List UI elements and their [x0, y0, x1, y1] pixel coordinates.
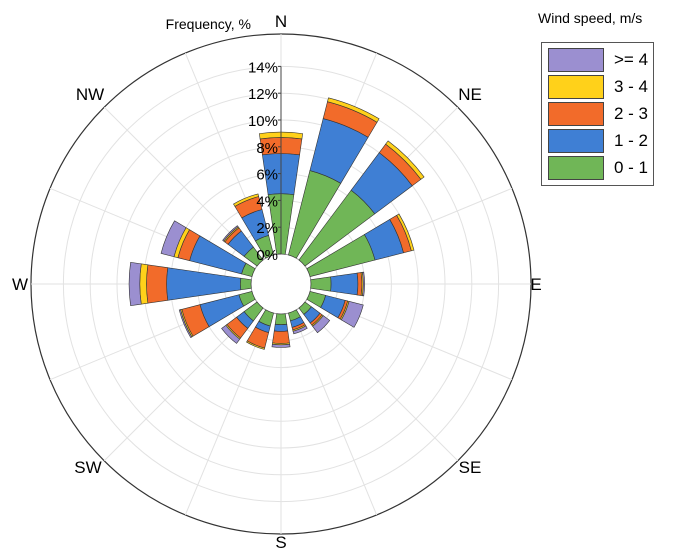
wedge-s-0	[274, 313, 288, 326]
direction-label-se: SE	[459, 458, 482, 477]
wedge-nnw-3	[233, 193, 260, 207]
wedge-se-4	[312, 315, 331, 334]
radial-tick-label: 10%	[248, 113, 278, 130]
wedge-sse-4	[292, 325, 308, 335]
wedge-wsw-4	[178, 309, 193, 339]
legend-label: 0 - 1	[614, 158, 649, 177]
legend-title: Wind speed, m/s	[538, 10, 643, 26]
direction-label-n: N	[275, 12, 287, 31]
legend-item: >= 4	[548, 48, 648, 72]
legend-swatch	[548, 75, 604, 99]
direction-label-w: W	[12, 275, 28, 294]
wedge-s-2	[272, 330, 290, 344]
legend-swatch	[548, 48, 604, 72]
wedge-w-4	[128, 261, 142, 307]
radial-tick-label: 8%	[256, 140, 278, 157]
legend-swatch	[548, 129, 604, 153]
legend-item: 0 - 1	[548, 156, 648, 180]
legend-label: 2 - 3	[614, 104, 649, 123]
legend-label: 1 - 2	[614, 131, 649, 150]
wedge-w-3	[139, 263, 149, 305]
wedge-nne-3	[327, 97, 380, 123]
direction-label-ne: NE	[458, 85, 482, 104]
legend-item: 3 - 4	[548, 75, 648, 99]
wedge-s-4	[271, 343, 291, 348]
wedge-e-4	[362, 271, 365, 297]
radial-tick-label: 12%	[248, 86, 278, 103]
radial-tick-label: 14%	[248, 59, 278, 76]
grid-spoke	[301, 304, 459, 462]
axis-title: Frequency, %	[166, 16, 251, 32]
legend-swatch	[548, 156, 604, 180]
radial-tick-label: 6%	[256, 167, 278, 184]
direction-label-sw: SW	[74, 458, 101, 477]
legend-label: >= 4	[614, 50, 649, 69]
direction-label-nw: NW	[76, 85, 104, 104]
radial-tick-label: 2%	[256, 220, 278, 237]
wedge-e-0	[310, 276, 332, 292]
wedge-wnw-4	[160, 220, 187, 258]
wedge-ene-3	[396, 213, 415, 252]
legend-item: 1 - 2	[548, 129, 648, 153]
direction-label-s: S	[275, 533, 286, 552]
legend-item: 2 - 3	[548, 102, 648, 126]
direction-label-e: E	[530, 275, 541, 294]
wedge-e-2	[356, 272, 363, 296]
wedge-w-2	[146, 264, 169, 304]
legend-label: 3 - 4	[614, 77, 649, 96]
wedge-ne-3	[385, 140, 425, 180]
legend-swatch	[548, 102, 604, 126]
wedge-sw-4	[221, 324, 241, 344]
wedge-w-1	[166, 267, 242, 301]
legend: >= 4 3 - 4 2 - 3 1 - 2 0 - 1	[541, 42, 654, 186]
wedge-e-1	[330, 272, 359, 296]
wedge-ese-4	[340, 300, 364, 328]
grid-spoke	[292, 311, 378, 516]
wedge-ssw-3	[246, 340, 266, 350]
radial-tick-label: 0%	[256, 247, 278, 264]
wedge-s-1	[273, 323, 289, 332]
wedge-nw-4	[222, 225, 239, 242]
radial-tick-label: 4%	[256, 193, 278, 210]
wedge-w-0	[239, 277, 252, 291]
